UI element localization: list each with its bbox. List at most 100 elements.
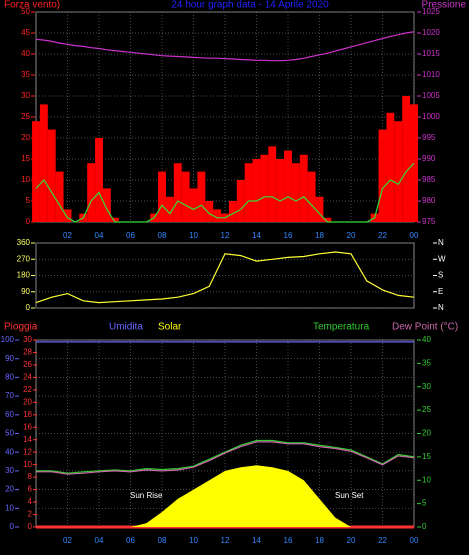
y3-tick-label: 14 [23,435,32,444]
y-tick-label: 50 [21,7,30,16]
gust-bar [213,209,222,222]
y-tick-label: 25 [21,112,30,121]
gust-bar [181,171,190,222]
gust-bar [244,163,253,222]
gust-bar [173,163,182,222]
y-tick-label: 20 [5,485,14,494]
gust-bar [260,154,269,222]
x-tick-label: 14 [252,231,261,240]
legend-entry: Solar [158,322,182,333]
x-tick-label: 14 [252,536,261,545]
x-tick-label: 04 [95,231,104,240]
x-tick-label: 02 [63,536,72,545]
y2-tick-label: 25 [422,405,431,414]
gust-bar [165,196,174,222]
x-tick-label: 02 [63,231,72,240]
gust-bar [39,104,48,222]
gust-bar [394,121,403,222]
legend-entry: Temperatura [313,322,370,333]
y2-tick-label: 35 [422,358,431,367]
y-tick-label: 90 [5,354,14,363]
gust-bar [284,150,292,222]
legend-entry: Umidita [109,322,143,333]
x-tick-label: 20 [347,231,356,240]
gust-bar [315,196,324,222]
y-tick-label: 0 [26,303,31,312]
x-tick-label: 00 [410,231,419,240]
y2-tick-label: 985 [422,175,436,184]
x-tick-label: 18 [315,231,324,240]
series-line [35,31,415,62]
annotation: Sun Set [335,491,364,500]
y3-tick-label: 6 [28,485,33,494]
y-tick-label: 100 [1,335,15,344]
y3-tick-label: 26 [23,360,32,369]
y2-tick-label: 1005 [422,91,440,100]
gust-bar [378,129,387,222]
y-tick-label: 180 [17,271,31,280]
y-tick-label: 30 [21,91,30,100]
gust-bar [63,209,72,222]
y2-tick-label: 20 [422,429,431,438]
gust-bar [47,129,56,222]
legend-entry: Pioggia [4,322,38,333]
y-tick-label: 20 [21,133,30,142]
y3-tick-label: 0 [28,522,33,531]
y2-tick-label: 15 [422,452,431,461]
y-tick-label: 60 [5,410,14,419]
y3-tick-label: 20 [23,397,32,406]
gust-bar [252,159,261,222]
y-tick-label: 10 [5,503,14,512]
x-tick-label: 12 [221,536,230,545]
gust-bar [386,112,395,222]
y2-tick-label: S [438,271,443,280]
x-tick-label: 20 [347,536,356,545]
y2-tick-label: N [438,303,444,312]
y3-tick-label: 10 [23,460,32,469]
y-tick-label: 35 [21,70,30,79]
y3-tick-label: 24 [23,373,32,382]
x-tick-label: 22 [378,231,387,240]
y3-tick-label: 2 [28,510,33,519]
gust-bar [189,188,198,222]
gust-bar [307,171,316,222]
series-line [35,162,415,223]
y2-tick-label: 990 [422,154,436,163]
y3-tick-label: 8 [28,472,33,481]
gust-bar [95,138,103,222]
x-tick-label: 10 [189,231,198,240]
series-line [36,441,415,475]
y-tick-label: 30 [5,466,14,475]
annotation: Sun Rise [130,491,163,500]
y3-tick-label: 28 [23,348,32,357]
y-tick-label: 5 [26,196,31,205]
series-line [35,251,415,304]
x-tick-label: 06 [126,231,135,240]
gust-bar [228,201,237,222]
gust-bar [158,171,166,222]
gust-bar [87,163,96,222]
y-axis-label: Forza vento) [4,0,60,11]
y3-tick-label: 16 [23,422,32,431]
y2-tick-label: 980 [422,196,436,205]
y2-axis-label: Pressione [422,0,467,11]
y-tick-label: 80 [5,373,14,382]
x-tick-label: 22 [378,536,387,545]
x-tick-label: 00 [410,536,419,545]
y2-tick-label: 1020 [422,28,440,37]
y-tick-label: 360 [17,238,31,247]
x-tick-label: 18 [315,536,324,545]
chart-title: 24 hour graph data - 14 Aprile 2020 [171,0,329,11]
y2-tick-label: 30 [422,382,431,391]
y2-tick-label: 995 [422,133,436,142]
x-tick-label: 06 [126,536,135,545]
y-tick-label: 40 [5,447,14,456]
legend-entry: Dew Point (°C) [392,322,458,333]
y2-tick-label: 10 [422,475,431,484]
y2-tick-label: N [438,238,444,247]
y-tick-label: 270 [17,254,31,263]
y-tick-label: 0 [26,217,31,226]
y3-tick-label: 18 [23,410,32,419]
